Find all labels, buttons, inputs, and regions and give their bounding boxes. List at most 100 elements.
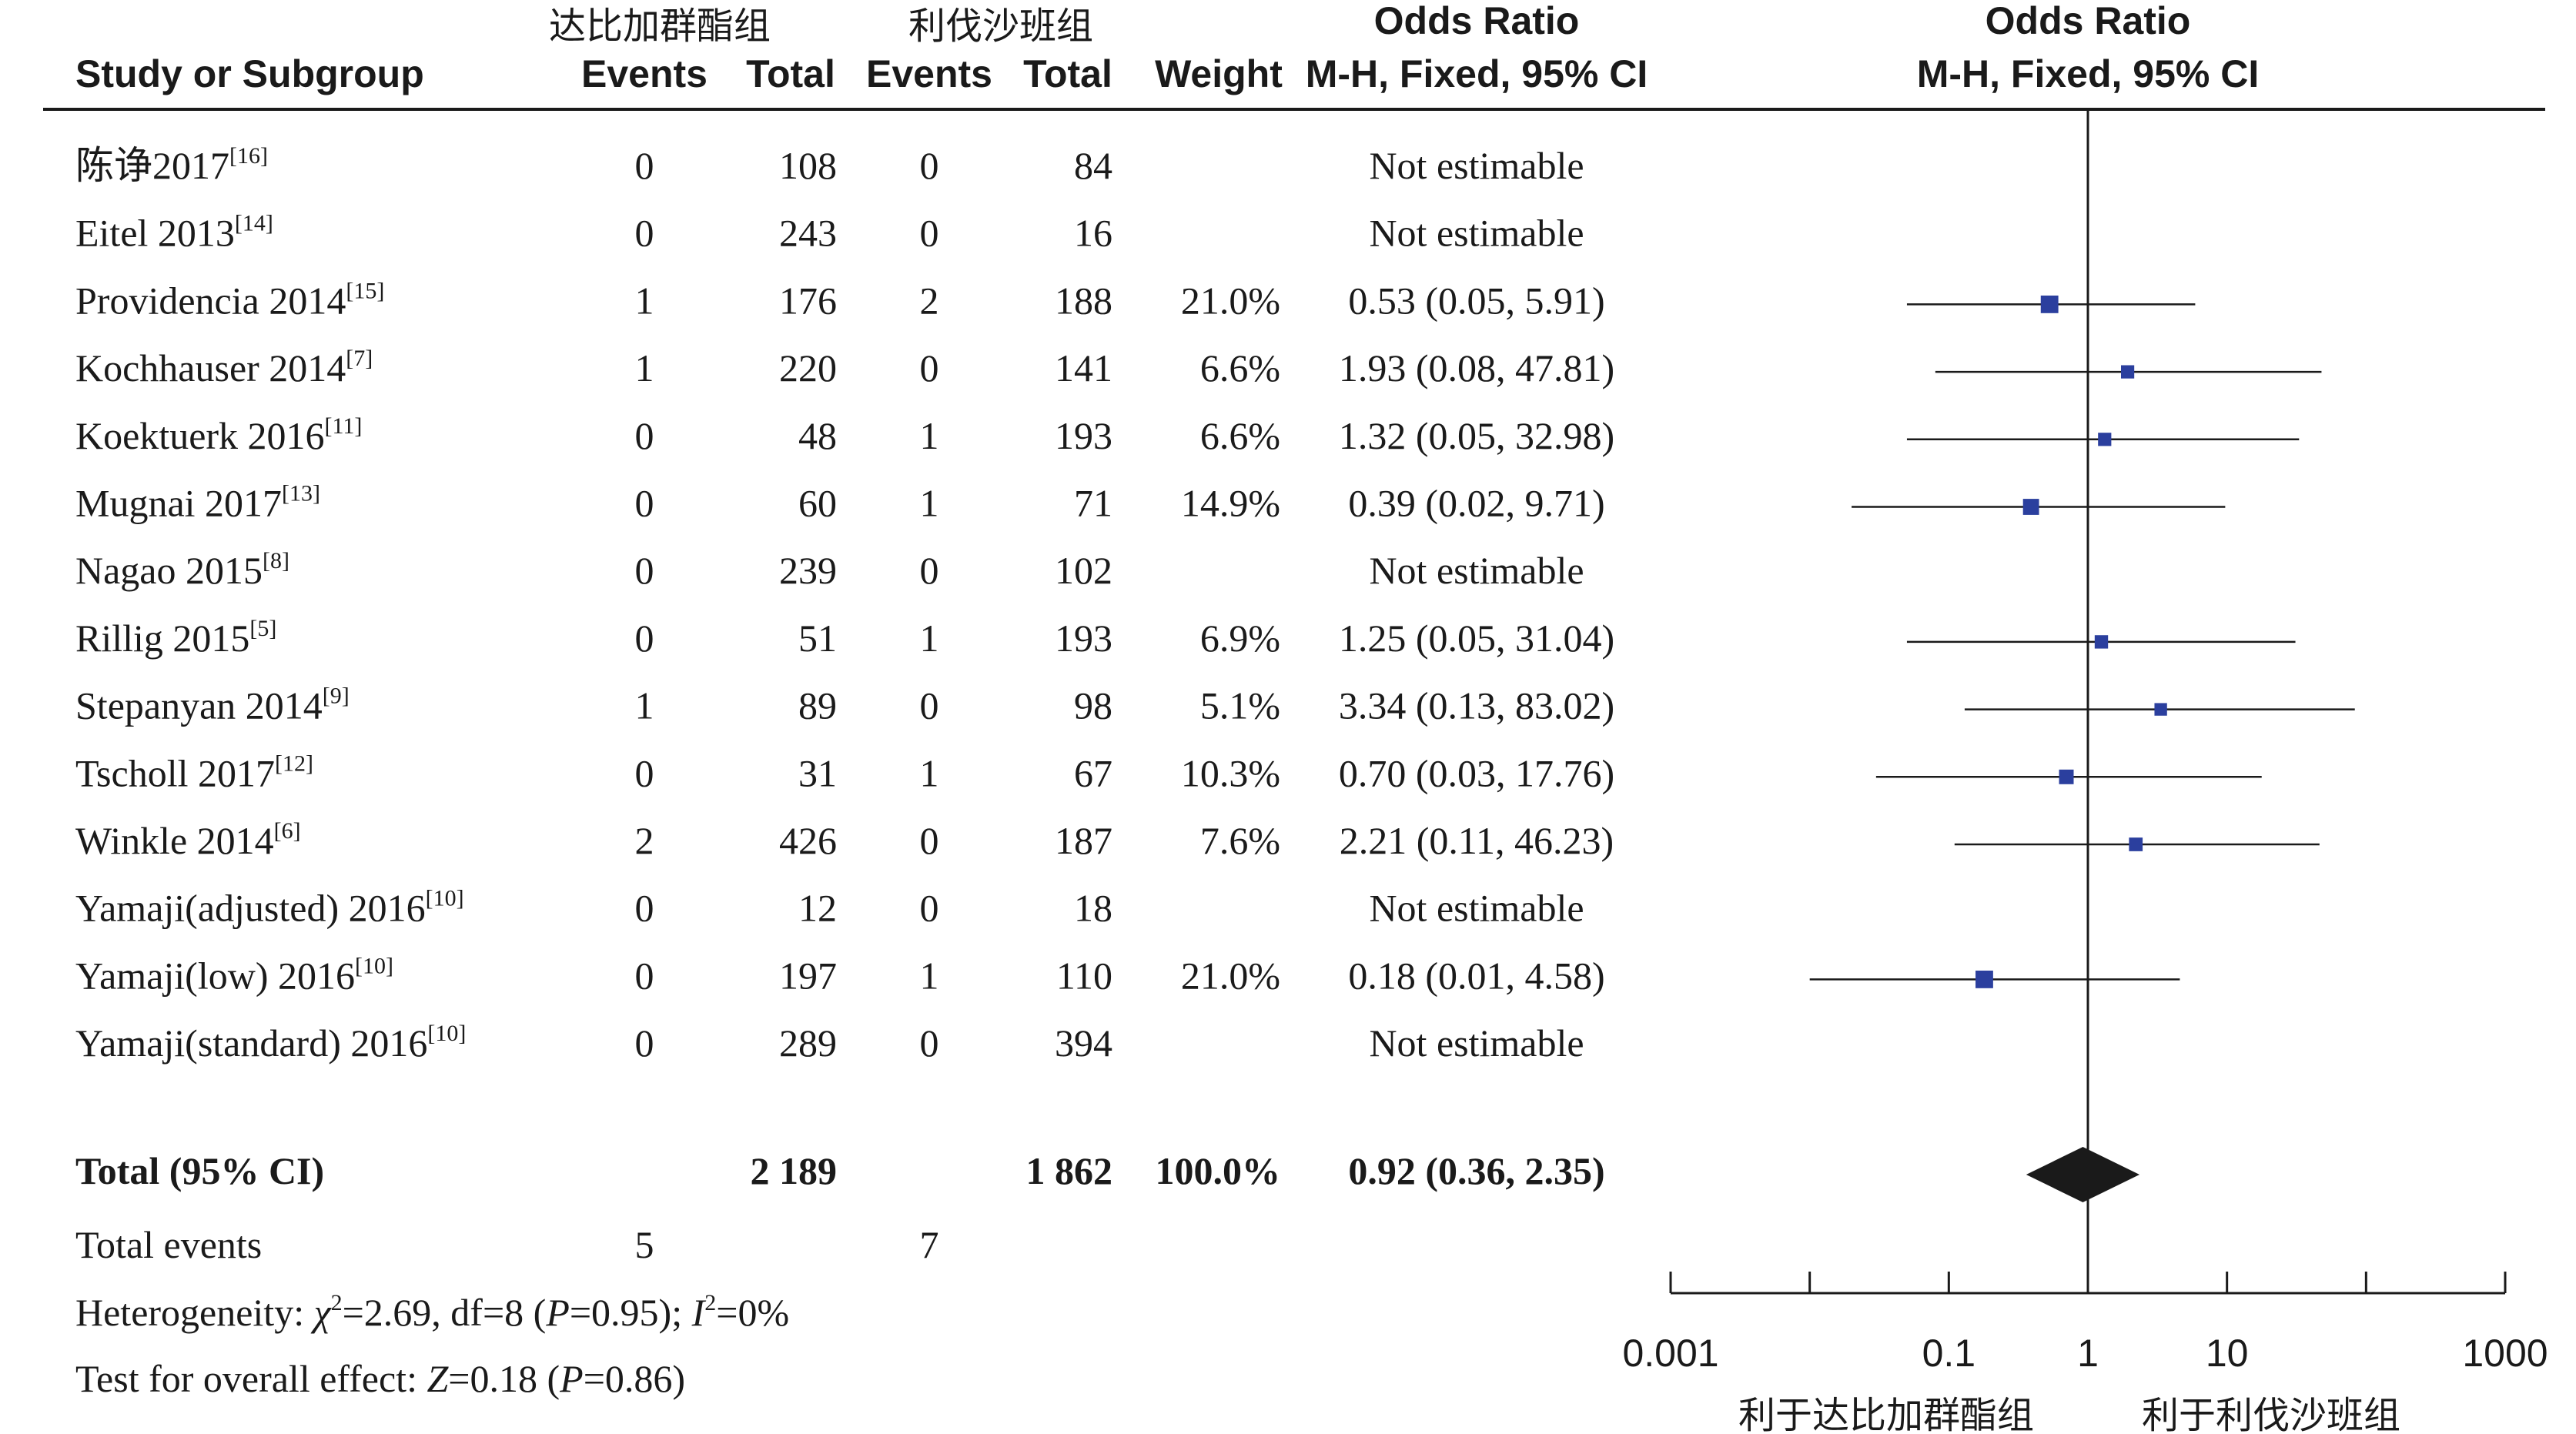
events1-cell: 0	[635, 887, 654, 930]
events2-cell: 0	[920, 144, 939, 187]
events2-cell: 1	[920, 414, 939, 457]
study-name-text: Nagao 2015	[75, 549, 263, 592]
events1-cell: 0	[635, 1021, 654, 1065]
study-name-text: Eitel 2013	[75, 212, 235, 255]
study-name: Providencia 2014[15]	[75, 278, 384, 322]
total1-column-header: Total	[746, 52, 835, 95]
group1-header: 达比加群酯组	[549, 5, 771, 48]
study-reference: [12]	[275, 750, 313, 776]
total-events2: 7	[920, 1223, 939, 1266]
total1-cell: 197	[779, 954, 837, 997]
total2-cell: 193	[1055, 617, 1112, 660]
study-reference: [16]	[229, 143, 268, 169]
study-name: Koektuerk 2016[11]	[75, 413, 362, 457]
total2-cell: 16	[1074, 212, 1112, 255]
study-name: 陈诤2017[16]	[75, 143, 268, 187]
total2-cell: 102	[1055, 549, 1112, 592]
x-tick-label: 0.001	[1622, 1332, 1718, 1375]
total-label: Total (95% CI)	[75, 1149, 324, 1192]
point-estimate	[2098, 433, 2112, 446]
or-ci-cell: Not estimable	[1369, 212, 1584, 255]
or-ci-cell: 0.18 (0.01, 4.58)	[1348, 954, 1604, 997]
table-row: Winkle 2014[6] 2 426 0 187 7.6% 2.21 (0.11, 46…	[75, 818, 1614, 862]
point-estimate	[2022, 499, 2039, 515]
study-name-text: Stepanyan 2014	[75, 684, 323, 727]
or-ci-cell: Not estimable	[1369, 887, 1584, 930]
study-name-text: Winkle 2014	[75, 819, 274, 862]
or-method-header: M-H, Fixed, 95% CI	[1306, 52, 1648, 95]
table-row: Yamaji(adjusted) 2016[10] 0 12 0 18 Not estim…	[75, 886, 1584, 930]
events1-column-header: Events	[581, 52, 708, 95]
study-name: Winkle 2014[6]	[75, 818, 301, 862]
table-row: Kochhauser 2014[7] 1 220 0 141 6.6% 1.93 (0.08…	[75, 346, 1614, 389]
events2-cell: 0	[920, 819, 939, 862]
table-row: 陈诤2017[16] 0 108 0 84 Not estimable	[75, 143, 1584, 187]
or-ci-cell: 2.21 (0.11, 46.23)	[1340, 819, 1614, 862]
weight-cell: 14.9%	[1181, 482, 1280, 525]
study-reference: [6]	[274, 818, 301, 844]
weight-cell: 7.6%	[1200, 819, 1280, 862]
total2-cell: 71	[1074, 482, 1112, 525]
study-name: Yamaji(standard) 2016[10]	[75, 1021, 466, 1065]
events1-cell: 1	[635, 279, 654, 322]
events2-cell: 1	[920, 617, 939, 660]
table-row: Mugnai 2017[13] 0 60 1 71 14.9% 0.39 (0.02, 9.…	[75, 481, 1605, 525]
total2-cell: 110	[1056, 954, 1112, 997]
total1-cell: 426	[779, 819, 837, 862]
p-symbol: P	[545, 1291, 570, 1334]
total-weight-cell: 100.0%	[1156, 1149, 1281, 1192]
table-row: Rillig 2015[5] 0 51 1 193 6.9% 1.25 (0.05, 31.…	[75, 616, 1614, 660]
total2-cell: 1 862	[1026, 1149, 1113, 1192]
total2-cell: 67	[1074, 751, 1112, 794]
or-ci-cell: 0.53 (0.05, 5.91)	[1348, 279, 1604, 322]
heterogeneity-text: Heterogeneity: χ2=2.69, df=8 (P=0.95); I…	[75, 1290, 789, 1334]
total1-cell: 2 189	[751, 1149, 838, 1192]
weight-cell: 5.1%	[1200, 684, 1280, 727]
total1-cell: 176	[779, 279, 837, 322]
table-row: Tscholl 2017[12] 0 31 1 67 10.3% 0.70 (0.03, 1…	[75, 750, 1614, 794]
table-row: Yamaji(standard) 2016[10] 0 289 0 394 Not est…	[75, 1021, 1584, 1065]
total1-cell: 239	[779, 549, 837, 592]
events1-cell: 0	[635, 144, 654, 187]
x-tick-label: 1000	[2462, 1332, 2548, 1375]
study-name: Yamaji(adjusted) 2016[10]	[75, 886, 464, 930]
chi-squared-sup: 2	[331, 1290, 343, 1315]
study-name-text: Mugnai 2017	[75, 482, 282, 525]
total1-cell: 220	[779, 346, 837, 389]
study-reference: [8]	[263, 548, 289, 573]
total-row: Total (95% CI) 2 189 1 862 100.0% 0.92 (0.36…	[75, 1149, 1605, 1192]
p-value: =0.95);	[570, 1291, 692, 1334]
total1-cell: 51	[798, 617, 837, 660]
z-symbol: Z	[427, 1357, 449, 1400]
x-tick-label: 0.1	[1922, 1332, 1976, 1375]
events1-cell: 1	[635, 346, 654, 389]
total2-cell: 188	[1055, 279, 1112, 322]
events1-cell: 0	[635, 414, 654, 457]
study-reference: [5]	[249, 616, 276, 641]
study-name: Rillig 2015[5]	[75, 616, 276, 660]
or-ci-cell: 0.39 (0.02, 9.71)	[1348, 482, 1604, 525]
overall-prefix: Test for overall effect:	[75, 1357, 427, 1400]
total1-cell: 289	[779, 1021, 837, 1065]
or-ci-cell: 0.70 (0.03, 17.76)	[1339, 751, 1614, 794]
study-name: Mugnai 2017[13]	[75, 481, 320, 525]
events1-cell: 2	[635, 819, 654, 862]
study-reference: [10]	[427, 1021, 466, 1046]
or-ci-cell: Not estimable	[1369, 549, 1584, 592]
or-ci-cell: 1.93 (0.08, 47.81)	[1339, 346, 1614, 389]
events2-column-header: Events	[866, 52, 992, 95]
study-name: Yamaji(low) 2016[10]	[75, 953, 393, 997]
study-name-text: Yamaji(adjusted) 2016	[75, 887, 426, 930]
events1-cell: 0	[635, 617, 654, 660]
events2-cell: 1	[920, 482, 939, 525]
weight-cell: 21.0%	[1181, 279, 1280, 322]
study-name-text: Rillig 2015	[75, 617, 249, 660]
total1-cell: 89	[798, 684, 837, 727]
chi-symbol: χ	[311, 1291, 333, 1334]
i-squared-sup: 2	[704, 1290, 716, 1315]
total2-cell: 141	[1055, 346, 1112, 389]
study-reference: [7]	[346, 346, 373, 371]
favors-left-label: 利于达比加群酯组	[1738, 1394, 2034, 1434]
total1-cell: 60	[798, 482, 837, 525]
